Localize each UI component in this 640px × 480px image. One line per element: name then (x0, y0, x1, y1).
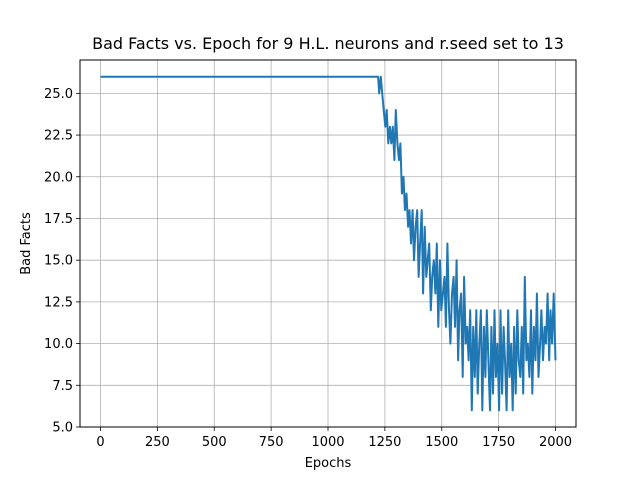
x-tick-label: 1000 (311, 435, 344, 450)
series-group (100, 75, 557, 412)
y-tick-label: 10.0 (44, 337, 73, 352)
chart-title: Bad Facts vs. Epoch for 9 H.L. neurons a… (92, 34, 564, 53)
x-tick-label: 500 (202, 435, 227, 450)
y-tick-label: 17.5 (44, 212, 73, 227)
y-tick-label: 25.0 (44, 87, 73, 102)
x-tick-label: 1250 (368, 435, 401, 450)
y-axis-title: Bad Facts (19, 212, 34, 275)
x-axis: 0 250 500 750 1000 1250 1500 1750 2000 (96, 427, 572, 450)
y-tick-label: 20.0 (44, 170, 73, 185)
x-tick-label: 0 (96, 435, 104, 450)
y-tick-label: 5.0 (52, 421, 73, 436)
y-tick-label: 22.5 (44, 129, 73, 144)
y-tick-label: 12.5 (44, 295, 73, 310)
series-line (100, 75, 557, 412)
y-tick-label: 7.5 (52, 379, 73, 394)
y-axis: 5.0 7.5 10.0 12.5 15.0 17.5 20.0 22.5 25.0 (44, 87, 80, 436)
x-tick-label: 750 (259, 435, 284, 450)
x-tick-label: 2000 (539, 435, 572, 450)
x-tick-label: 1500 (425, 435, 458, 450)
x-tick-label: 250 (145, 435, 170, 450)
x-axis-title: Epochs (305, 456, 352, 471)
x-tick-label: 1750 (482, 435, 515, 450)
y-tick-label: 15.0 (44, 254, 73, 269)
